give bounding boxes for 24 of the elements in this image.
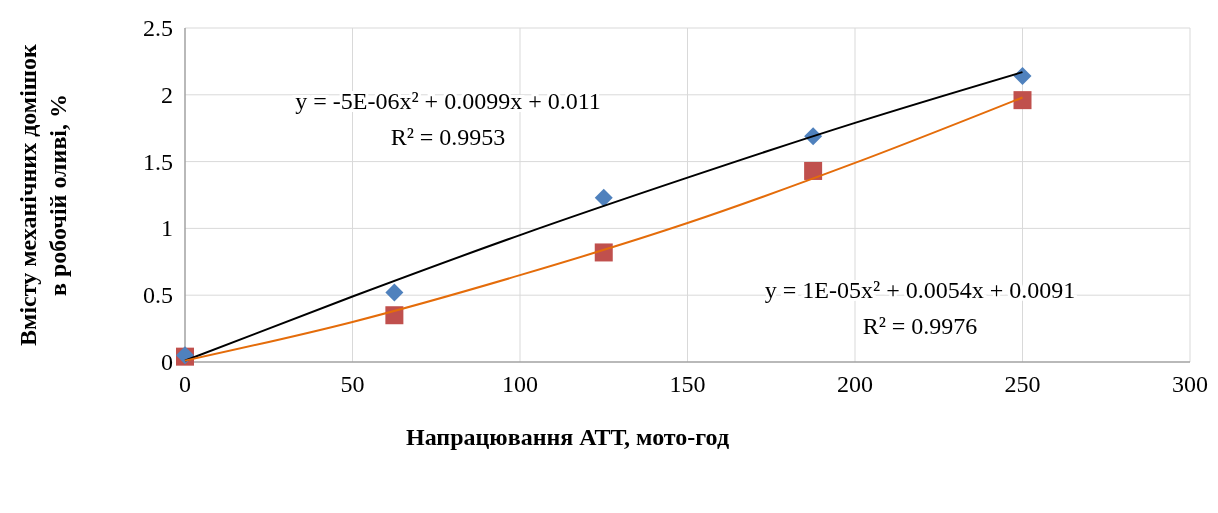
y-tick-label: 2 [161, 81, 173, 108]
x-axis-title: Напрацювання АТТ, мото-год [405, 424, 730, 450]
y-tick-label: 0.5 [143, 282, 173, 309]
x-tick-label: 150 [669, 371, 706, 397]
y-tick-label: 2.5 [143, 15, 173, 41]
y-tick-label: 1.5 [143, 148, 173, 175]
point [1013, 67, 1032, 86]
x-tick-label: 250 [1004, 371, 1041, 397]
y-axis-title: Вмісту механічних домішок в робочій оливі, % [15, 43, 71, 346]
y-tick-label: 0 [161, 349, 173, 375]
y-tick-label: 1 [161, 215, 173, 242]
x-tick-label: 100 [502, 371, 538, 397]
point [1013, 91, 1032, 110]
x-tick-label: 200 [837, 371, 873, 397]
annotation: y = -5E-06x² + 0.0099x + 0.011 [295, 88, 601, 114]
x-tick-label: 50 [340, 371, 365, 397]
point [804, 161, 823, 180]
x-tick-label: 300 [1172, 371, 1208, 397]
annotation: R² = 0.9976 [862, 313, 978, 339]
point [385, 283, 404, 302]
x-tick-label: 0 [179, 371, 191, 397]
annotation: R² = 0.9953 [390, 124, 506, 150]
point [594, 188, 613, 207]
annotation: y = 1E-05x² + 0.0054x + 0.0091 [764, 277, 1076, 303]
